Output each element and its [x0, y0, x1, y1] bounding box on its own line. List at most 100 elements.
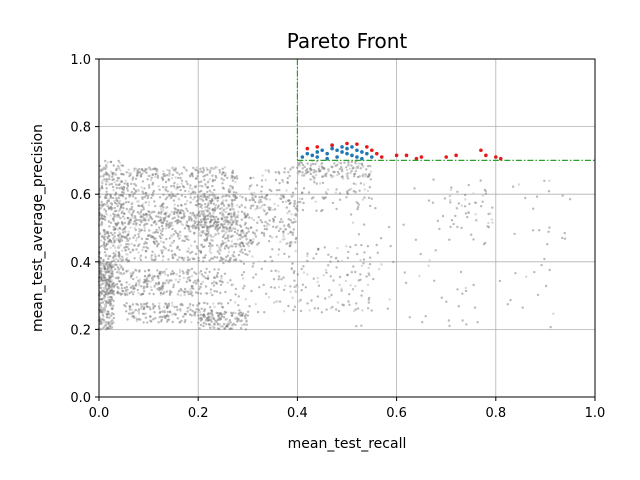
- candidate-point: [247, 245, 250, 248]
- candidate-point: [387, 225, 391, 229]
- candidate-point: [107, 301, 111, 304]
- candidate-point: [153, 253, 157, 256]
- candidate-point: [164, 198, 167, 201]
- candidate-point: [121, 185, 124, 188]
- candidate-point: [197, 321, 200, 324]
- candidate-point: [206, 205, 209, 208]
- candidate-point: [354, 285, 357, 288]
- pareto-front-points: [305, 141, 503, 161]
- candidate-point: [335, 207, 338, 211]
- candidate-point: [109, 240, 113, 243]
- qualified-point: [330, 146, 334, 151]
- candidate-point: [126, 216, 130, 220]
- candidate-point: [301, 167, 304, 170]
- candidate-point: [214, 233, 217, 236]
- candidate-point: [129, 221, 132, 224]
- candidate-point: [296, 286, 299, 289]
- candidate-point: [208, 250, 211, 253]
- candidate-point: [137, 318, 141, 321]
- candidate-point: [292, 228, 295, 231]
- candidate-point: [191, 211, 195, 215]
- candidate-point: [110, 278, 113, 282]
- candidate-point: [333, 162, 336, 165]
- candidate-point: [226, 237, 229, 240]
- candidate-point: [449, 225, 452, 229]
- candidate-point: [231, 187, 234, 190]
- candidate-point: [265, 194, 269, 197]
- candidate-point: [212, 212, 215, 215]
- candidate-point: [230, 327, 234, 330]
- qualified-point: [350, 153, 354, 158]
- candidate-point: [109, 160, 113, 164]
- candidate-point: [289, 218, 292, 222]
- candidate-point: [225, 194, 228, 197]
- candidate-point: [113, 231, 117, 235]
- candidate-point: [222, 234, 226, 237]
- candidate-point: [194, 203, 198, 207]
- candidate-point: [313, 181, 316, 184]
- candidate-point: [157, 242, 160, 245]
- candidate-point: [173, 252, 176, 256]
- candidate-point: [199, 313, 202, 316]
- candidate-point: [517, 183, 521, 186]
- candidate-point: [197, 221, 200, 224]
- candidate-point: [189, 184, 192, 187]
- candidate-point: [233, 176, 236, 179]
- candidate-point: [110, 269, 113, 272]
- candidate-point: [192, 198, 195, 201]
- candidate-point: [213, 255, 216, 259]
- candidate-point: [105, 172, 109, 175]
- candidate-point: [461, 292, 464, 295]
- candidate-point: [140, 285, 143, 288]
- candidate-point: [123, 292, 127, 295]
- candidate-point: [388, 298, 391, 301]
- candidate-point: [309, 167, 312, 170]
- candidate-point: [197, 256, 200, 260]
- candidate-point: [167, 281, 170, 284]
- candidate-point: [221, 325, 224, 328]
- candidate-point: [366, 164, 370, 168]
- candidate-point: [283, 252, 286, 255]
- candidate-point: [252, 276, 255, 279]
- candidate-point: [509, 298, 512, 302]
- candidate-point: [173, 181, 176, 185]
- candidate-point: [157, 321, 160, 324]
- candidate-point: [152, 292, 155, 296]
- candidate-point: [203, 195, 206, 198]
- candidate-point: [201, 171, 205, 174]
- candidate-point: [203, 218, 206, 221]
- candidate-point: [180, 203, 183, 207]
- candidate-point: [157, 226, 161, 229]
- candidate-point: [117, 183, 121, 187]
- candidate-point: [160, 224, 164, 228]
- candidate-point: [274, 171, 277, 174]
- candidate-point: [202, 169, 206, 172]
- candidate-point: [173, 305, 176, 309]
- candidate-point: [193, 231, 196, 234]
- candidate-point: [182, 258, 185, 262]
- candidate-point: [135, 167, 138, 170]
- candidate-point: [170, 191, 173, 194]
- candidate-point: [132, 187, 136, 190]
- candidate-point: [295, 236, 298, 240]
- candidate-point: [170, 221, 173, 225]
- candidate-point: [312, 257, 315, 260]
- candidate-point: [208, 322, 211, 326]
- candidate-point: [123, 212, 126, 215]
- candidate-point: [161, 233, 164, 237]
- candidate-point: [273, 215, 277, 219]
- candidate-point: [146, 302, 149, 305]
- candidate-point: [146, 247, 150, 250]
- candidate-point: [121, 172, 124, 176]
- candidate-point: [205, 267, 208, 271]
- candidate-point: [239, 194, 242, 198]
- candidate-point: [386, 307, 389, 310]
- candidate-point: [280, 278, 283, 281]
- candidate-point: [142, 203, 145, 206]
- candidate-point: [235, 191, 238, 194]
- candidate-point: [121, 187, 124, 190]
- candidate-point: [489, 212, 492, 215]
- candidate-point: [230, 235, 234, 238]
- pareto-point: [365, 145, 369, 149]
- candidate-point: [215, 282, 219, 285]
